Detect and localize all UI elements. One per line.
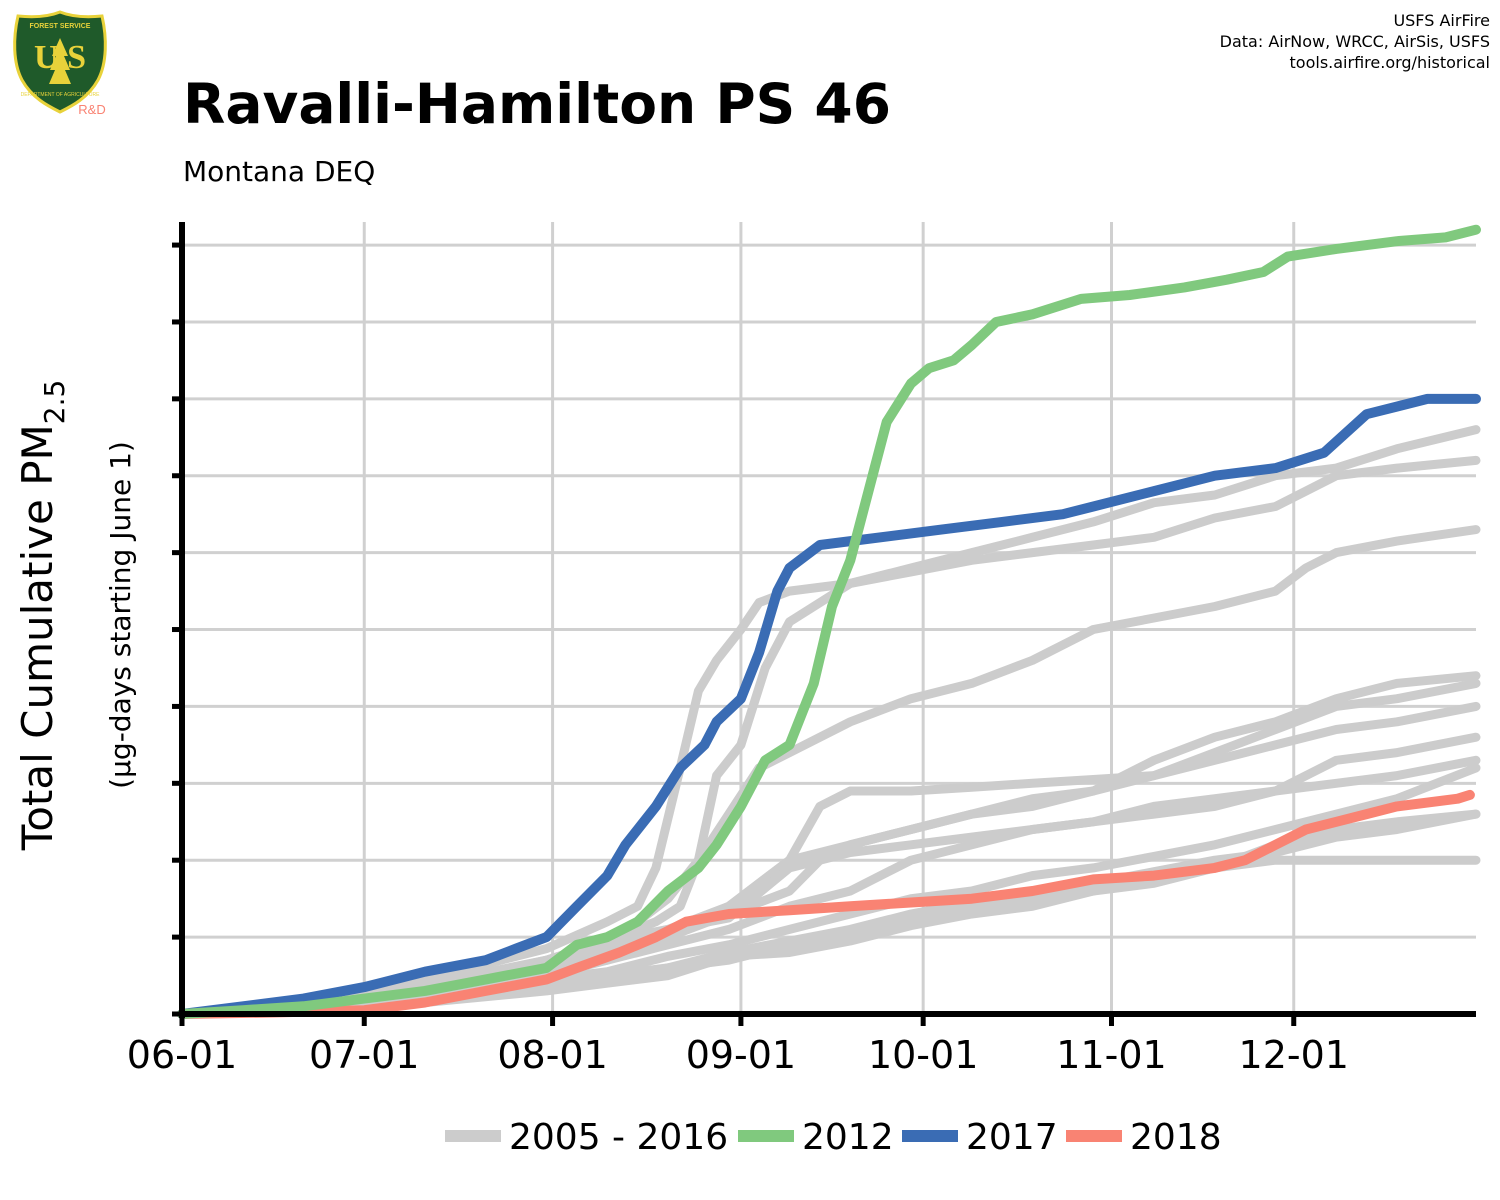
page-title: Ravalli-Hamilton PS 46 [183,72,891,136]
logo-top-text: FOREST SERVICE [30,23,91,30]
historic-series-line [177,732,1481,1019]
credit-line: USFS AirFire [1393,11,1490,30]
x-tick-label: 10-01 [868,1033,978,1077]
y-axis-label: Total Cumulative PM2.5 [13,380,71,852]
y-axis-label-main: Total Cumulative PM [13,424,62,851]
series-line-2018 [177,789,1475,1019]
legend-entry: 2017 [966,1117,1058,1158]
x-tick-label: 11-01 [1056,1033,1166,1077]
axes: 06-01 07-01 08-01 09-01 10-01 11-01 12-01 [127,222,1476,1077]
series [177,224,1481,1019]
x-tick-label: 12-01 [1239,1033,1349,1077]
legend-entry: 2018 [1130,1117,1222,1158]
x-tick-label: 09-01 [686,1033,796,1077]
credits: USFS AirFire Data: AirNow, WRCC, AirSis,… [1220,10,1490,73]
legend-entry: 2005 - 2016 [509,1117,728,1158]
legend-entry: 2012 [802,1117,894,1158]
credit-line: tools.airfire.org/historical [1289,53,1490,72]
x-tick-label: 08-01 [497,1033,607,1077]
y-axis-sublabel: (µg-days starting June 1) [104,441,137,789]
logo-tree-icon [49,38,71,84]
historic-series-line [177,855,1481,1019]
logo-tag: R&D [78,102,105,117]
forest-service-logo: FOREST SERVICE U S DEPARTMENT OF AGRICUL… [13,10,107,117]
series-line-2012 [177,224,1481,1019]
y-axis-label-subscript: 2.5 [38,380,71,425]
page-subtitle: Montana DEQ [183,155,376,188]
x-tick-label: 06-01 [127,1033,237,1077]
x-tick-label: 07-01 [309,1033,419,1077]
credit-line: Data: AirNow, WRCC, AirSis, USFS [1219,32,1490,51]
series-line-2017 [177,393,1481,1019]
legend: 2005 - 2016 2012 2017 2018 [445,1117,1222,1158]
logo-bottom-text: DEPARTMENT OF AGRICULTURE [21,92,100,98]
